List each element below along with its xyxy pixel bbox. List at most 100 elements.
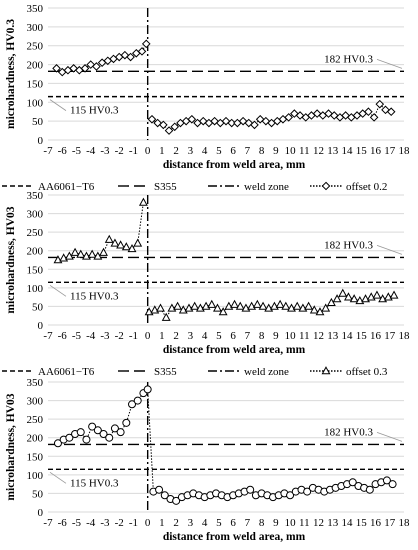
data-point xyxy=(52,64,61,73)
data-point xyxy=(88,422,97,431)
x-tick-label: 2 xyxy=(173,330,179,342)
data-point xyxy=(388,480,397,489)
y-tick-label: 350 xyxy=(27,3,44,15)
data-point xyxy=(348,478,357,487)
y-axis-title: microhardness, HV0.3 xyxy=(5,19,17,129)
x-tick-label: -7 xyxy=(43,517,53,529)
x-tick-label: 10 xyxy=(285,330,297,342)
data-point xyxy=(344,292,353,301)
data-point xyxy=(133,396,142,405)
data-point xyxy=(227,118,237,128)
annotation-leader-aa6061 xyxy=(49,284,67,297)
x-tick-label: -6 xyxy=(58,330,68,342)
x-tick-label: 18 xyxy=(399,517,411,529)
y-tick-label: 250 xyxy=(27,414,44,426)
x-tick-label: -5 xyxy=(72,145,82,157)
data-point xyxy=(76,428,85,437)
y-tick-label: 100 xyxy=(27,470,44,482)
data-point xyxy=(286,491,295,500)
data-point xyxy=(341,111,350,120)
x-tick-label: 6 xyxy=(230,330,236,342)
x-tick-label: -7 xyxy=(43,145,53,157)
y-tick-label: 150 xyxy=(27,78,44,90)
x-tick-label: 12 xyxy=(313,330,324,342)
x-tick-label: -4 xyxy=(86,145,96,157)
y-tick-label: 200 xyxy=(27,433,44,445)
annotation-aa6061: 115 HV0.3 xyxy=(70,477,119,489)
data-point xyxy=(173,301,183,310)
data-point xyxy=(321,303,331,312)
data-point xyxy=(170,122,180,132)
x-tick-label: 0 xyxy=(145,145,151,157)
data-point xyxy=(230,299,239,308)
data-point xyxy=(275,299,285,308)
x-tick-label: 11 xyxy=(299,517,310,529)
x-tick-label: 5 xyxy=(216,517,222,529)
y-tick-label: 50 xyxy=(32,488,44,500)
x-tick-label: -3 xyxy=(100,517,110,529)
data-point xyxy=(70,247,80,256)
data-point xyxy=(53,439,62,448)
x-tick-label: -6 xyxy=(58,145,68,157)
annotation-leader-aa6061 xyxy=(49,471,67,484)
data-point xyxy=(207,299,217,308)
x-tick-label: -4 xyxy=(86,330,96,342)
y-tick-label: 300 xyxy=(27,396,44,408)
x-tick-label: 3 xyxy=(188,517,194,529)
data-point xyxy=(312,109,322,118)
x-tick-label: 14 xyxy=(342,517,354,529)
legend-weld-zone-label: weld zone xyxy=(244,181,289,193)
x-tick-label: 5 xyxy=(216,145,222,157)
x-tick-label: 2 xyxy=(173,517,179,529)
x-tick-label: 10 xyxy=(285,145,297,157)
data-point xyxy=(116,428,125,437)
data-point xyxy=(110,424,119,433)
annotation-leader-s355 xyxy=(376,58,403,69)
y-tick-label: 350 xyxy=(27,190,44,202)
data-point xyxy=(349,294,359,303)
data-point xyxy=(65,433,74,442)
x-tick-label: 17 xyxy=(384,330,396,342)
x-tick-label: 13 xyxy=(327,517,339,529)
y-tick-label: 250 xyxy=(27,41,44,53)
data-point xyxy=(303,487,312,496)
data-point xyxy=(99,430,108,438)
data-point xyxy=(365,485,374,494)
data-point xyxy=(295,111,305,120)
x-tick-label: 8 xyxy=(259,517,265,529)
data-point xyxy=(332,294,342,303)
series-line-aluminium-side xyxy=(148,292,395,319)
data-point xyxy=(246,485,255,494)
y-tick-label: 100 xyxy=(27,97,44,109)
data-point xyxy=(190,301,200,310)
x-tick-label: 14 xyxy=(342,145,354,157)
x-axis-title: distance from weld area, mm xyxy=(163,531,306,543)
data-point xyxy=(82,435,91,444)
data-point xyxy=(143,385,152,394)
data-point xyxy=(375,99,385,109)
x-tick-label: 16 xyxy=(370,145,382,157)
data-point xyxy=(110,238,120,247)
x-tick-label: 15 xyxy=(356,330,368,342)
x-tick-label: 7 xyxy=(245,330,251,342)
data-point xyxy=(381,105,390,115)
x-tick-label: 1 xyxy=(159,517,165,529)
data-point xyxy=(372,290,382,299)
y-tick-label: 0 xyxy=(38,320,44,332)
x-tick-label: 9 xyxy=(273,145,279,157)
x-tick-label: -1 xyxy=(129,517,138,529)
legend-aa6061-label: AA6061−T6 xyxy=(38,366,95,378)
x-axis-title: distance from weld area, mm xyxy=(163,159,306,171)
data-point xyxy=(76,249,86,258)
data-point xyxy=(133,238,143,247)
x-tick-label: -3 xyxy=(100,330,110,342)
x-tick-label: 16 xyxy=(370,517,382,529)
x-tick-label: -5 xyxy=(72,330,82,342)
y-tick-label: 0 xyxy=(38,507,44,519)
y-tick-label: 200 xyxy=(27,246,44,258)
y-tick-label: 50 xyxy=(32,301,44,313)
x-tick-label: 5 xyxy=(216,330,222,342)
annotation-leader-s355 xyxy=(376,432,403,442)
x-tick-label: -4 xyxy=(86,517,96,529)
